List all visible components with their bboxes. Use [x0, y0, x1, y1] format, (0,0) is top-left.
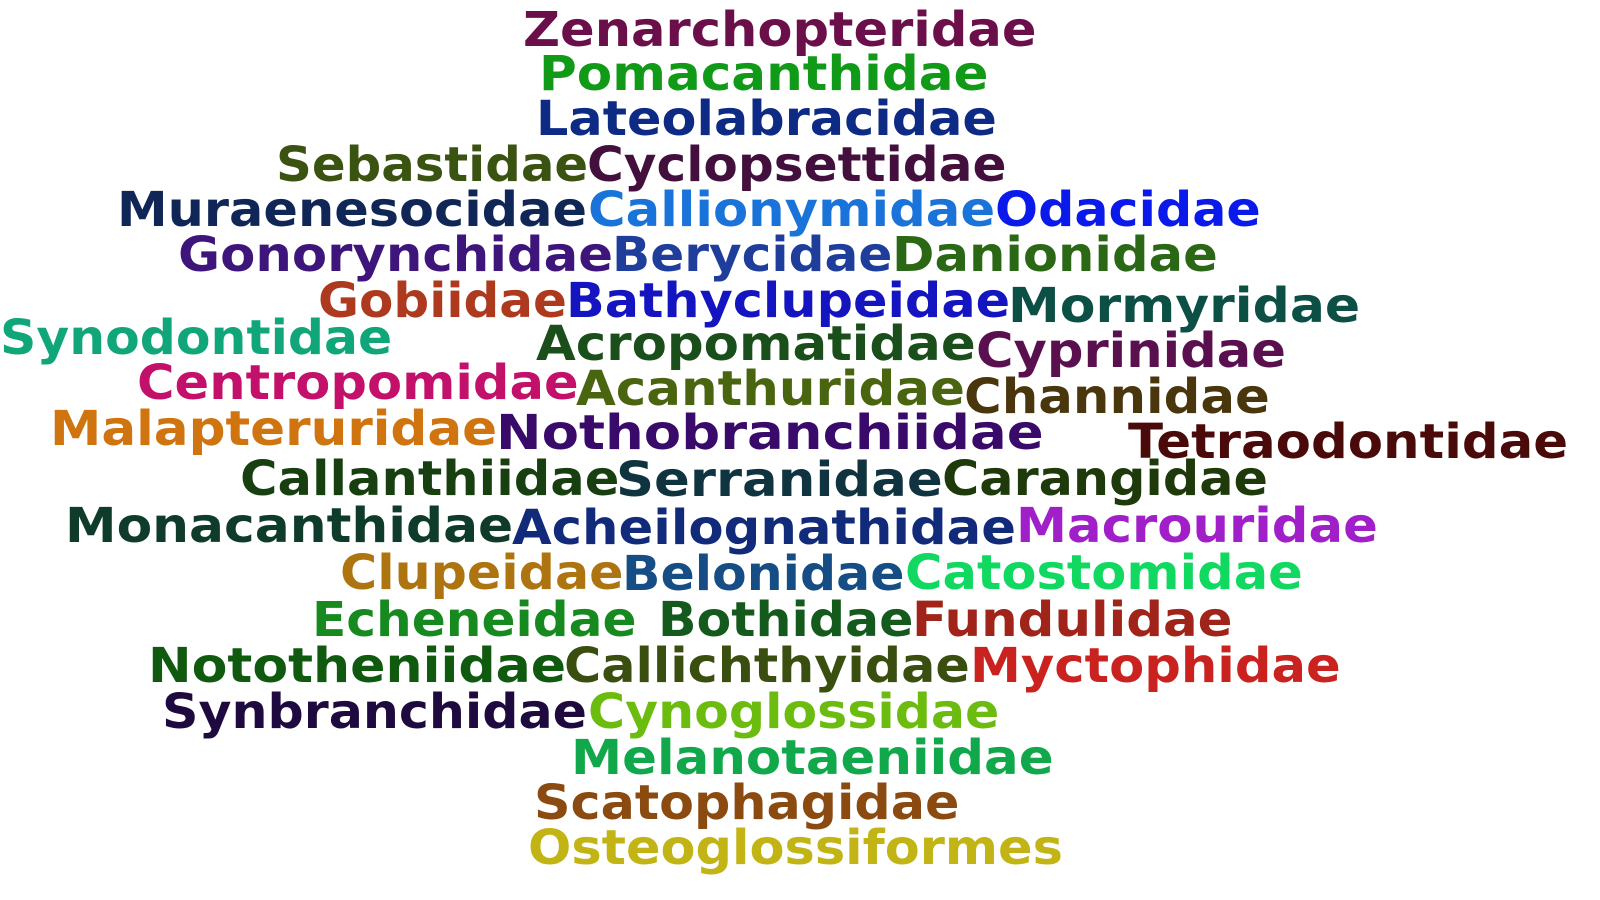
word-cyprinidae: Cyprinidae [976, 323, 1286, 379]
word-catostomidae: Catostomidae [905, 545, 1303, 601]
word-fundulidae: Fundulidae [912, 592, 1233, 648]
word-nothobranchiidae: Nothobranchiidae [496, 405, 1044, 461]
word-callionymidae: Callionymidae [588, 182, 996, 238]
word-monacanthidae: Monacanthidae [65, 498, 514, 554]
word-centropomidae: Centropomidae [137, 355, 579, 411]
word-synbranchidae: Synbranchidae [162, 684, 588, 740]
word-danionidae: Danionidae [892, 227, 1218, 283]
word-carangidae: Carangidae [942, 451, 1268, 507]
word-cynoglossidae: Cynoglossidae [588, 684, 1000, 740]
word-acropomatidae: Acropomatidae [536, 316, 976, 372]
word-muraenesocidae: Muraenesocidae [117, 182, 588, 238]
word-bothidae: Bothidae [658, 592, 914, 648]
word-belonidae: Belonidae [622, 546, 905, 602]
word-cyclopsettidae: Cyclopsettidae [587, 137, 1007, 193]
word-acanthuridae: Acanthuridae [576, 361, 965, 417]
word-mormyridae: Mormyridae [1008, 278, 1361, 334]
word-echeneidae: Echeneidae [312, 592, 637, 648]
word-macrouridae: Macrouridae [1016, 498, 1378, 554]
word-pomacanthidae: Pomacanthidae [539, 46, 989, 102]
word-malapteruridae: Malapteruridae [50, 401, 498, 457]
word-callanthiidae: Callanthiidae [240, 451, 620, 507]
word-osteoglossiformes: Osteoglossiformes [528, 820, 1063, 876]
word-serranidae: Serranidae [616, 452, 943, 508]
word-scatophagidae: Scatophagidae [534, 775, 960, 831]
word-clupeidae: Clupeidae [340, 545, 624, 601]
word-callichthyidae: Callichthyidae [564, 638, 970, 694]
word-melanotaeniidae: Melanotaeniidae [571, 730, 1054, 786]
word-acheilognathidae: Acheilognathidae [512, 500, 1017, 556]
word-nototheniidae: Nototheniidae [148, 638, 567, 694]
word-sebastidae: Sebastidae [276, 137, 589, 193]
word-tetraodontidae: Tetraodontidae [1128, 414, 1569, 470]
word-gonorynchidae: Gonorynchidae [178, 227, 614, 283]
word-synodontidae: Synodontidae [0, 310, 393, 366]
word-berycidae: Berycidae [612, 227, 893, 283]
word-myctophidae: Myctophidae [970, 638, 1341, 694]
word-odacidae: Odacidae [995, 182, 1261, 238]
word-channidae: Channidae [964, 369, 1270, 425]
word-lateolabracidae: Lateolabracidae [536, 91, 997, 147]
word-bathyclupeidae: Bathyclupeidae [566, 273, 1011, 329]
word-zenarchopteridae: Zenarchopteridae [523, 2, 1037, 58]
word-gobiidae: Gobiidae [318, 273, 567, 329]
